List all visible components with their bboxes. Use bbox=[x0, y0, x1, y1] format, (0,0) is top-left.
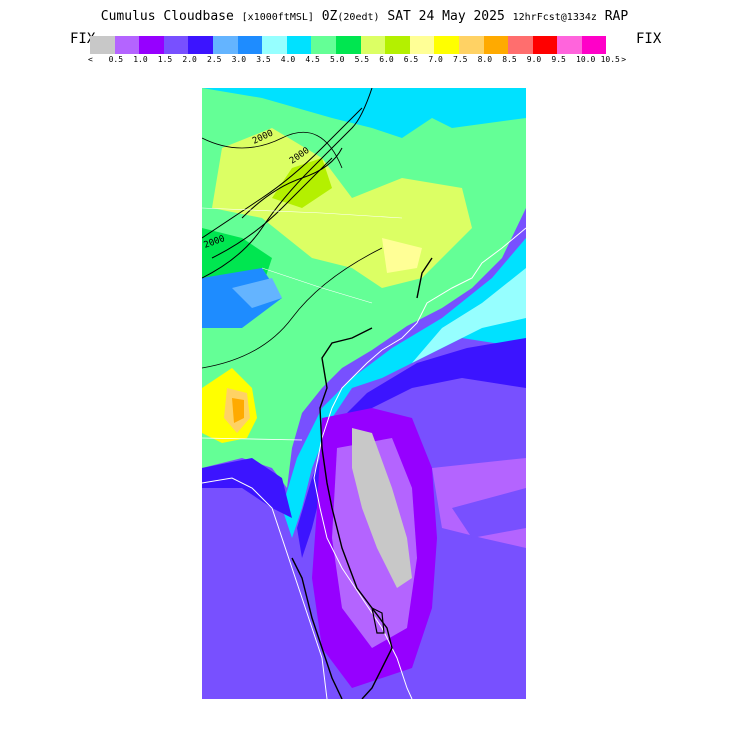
scale-swatch bbox=[581, 36, 607, 54]
zone-cyan-north bbox=[202, 88, 526, 138]
gulf-coastline bbox=[202, 477, 328, 699]
contour-line-5 bbox=[202, 131, 343, 169]
color-scale-bar bbox=[90, 36, 607, 54]
scale-tick-label: 4.5 bbox=[305, 55, 320, 64]
scale-tick-label: 8.5 bbox=[502, 55, 517, 64]
scale-swatch bbox=[483, 36, 509, 54]
scale-swatch bbox=[262, 36, 287, 54]
state-border-2 bbox=[202, 207, 403, 219]
zone-gray-core bbox=[352, 428, 412, 588]
scale-tick-label: 7.0 bbox=[428, 55, 443, 64]
scale-swatch bbox=[163, 36, 189, 54]
scale-tick-label: 9.5 bbox=[551, 55, 566, 64]
zone-florida-lightpurple bbox=[332, 438, 417, 648]
scale-tick-label: 4.0 bbox=[280, 55, 296, 64]
scale-tick-label: 10.5 bbox=[600, 55, 620, 64]
scale-tick-label: 6.0 bbox=[379, 55, 394, 64]
scale-swatch bbox=[139, 36, 164, 54]
scale-tick-label: 8.0 bbox=[477, 55, 493, 64]
zone-pale-yellow bbox=[382, 238, 422, 273]
scale-swatch bbox=[212, 36, 238, 54]
map-title: Cumulus Cloudbase [x1000ftMSL] 0Z(20edt)… bbox=[0, 9, 729, 24]
scale-tick-label: 7.5 bbox=[453, 55, 468, 64]
scale-tick-label: 2.5 bbox=[207, 55, 222, 64]
scale-swatch bbox=[188, 36, 213, 54]
scale-tick-label: 1.5 bbox=[157, 55, 173, 64]
scale-tick-label: 9.0 bbox=[526, 55, 542, 64]
scale-swatch bbox=[409, 36, 435, 54]
title-model: RAP bbox=[604, 9, 629, 24]
scale-swatch bbox=[557, 36, 582, 54]
scale-tick-label: 6.5 bbox=[403, 55, 419, 64]
title-product: Cumulus Cloudbase bbox=[100, 9, 234, 24]
scale-swatch bbox=[286, 36, 312, 54]
title-valid: 0Z bbox=[321, 9, 338, 24]
scale-tick-label: 2.0 bbox=[182, 55, 197, 64]
scale-tick-label: 10.0 bbox=[576, 55, 596, 64]
title-units: [x1000ftMSL] bbox=[241, 12, 314, 23]
boundary-line-north bbox=[416, 257, 433, 299]
scale-tick-label: 0.5 bbox=[108, 55, 124, 64]
scale-swatch bbox=[434, 36, 459, 54]
scale-swatch bbox=[114, 36, 140, 54]
weather-map: 2000 2000 2000 bbox=[202, 88, 526, 699]
state-border-1 bbox=[202, 437, 303, 441]
scale-tick-label: 3.0 bbox=[231, 55, 247, 64]
contour-line-2 bbox=[202, 107, 363, 239]
zone-coastal-lightcyan bbox=[412, 268, 526, 363]
title-local: (20edt) bbox=[337, 12, 380, 23]
forecast-boundary-line bbox=[319, 327, 393, 699]
zone-gulf bbox=[202, 478, 332, 699]
scale-left-arrow: < bbox=[88, 55, 93, 64]
scale-tick-label: 5.5 bbox=[354, 55, 370, 64]
state-border-3 bbox=[261, 267, 373, 304]
zone-coastal-cyan bbox=[282, 238, 526, 538]
zone-dark-blue bbox=[297, 338, 526, 558]
scale-swatch bbox=[237, 36, 263, 54]
lake-okeechobee-outline bbox=[371, 606, 385, 634]
title-forecast: 12hrFcst@1334z bbox=[512, 12, 597, 23]
scale-tick-label: 1.0 bbox=[133, 55, 148, 64]
atlantic-coastline bbox=[313, 227, 526, 699]
title-date: SAT 24 May 2025 bbox=[387, 9, 505, 24]
fix-left-label: FIX bbox=[70, 31, 96, 47]
scale-swatch bbox=[385, 36, 410, 54]
scale-tick-label: 5.0 bbox=[330, 55, 345, 64]
scale-tick-label: 3.5 bbox=[256, 55, 271, 64]
scale-right-arrow: > bbox=[621, 55, 627, 64]
scale-swatch bbox=[360, 36, 386, 54]
zone-orange bbox=[232, 398, 244, 423]
zone-light-blue bbox=[232, 278, 282, 308]
scale-swatch bbox=[458, 36, 484, 54]
boundary-line-gulf bbox=[291, 557, 343, 699]
contour-line-3 bbox=[211, 157, 333, 259]
color-scale-ticks: <0.5 1.0 1.5 2.0 2.5 3.0 3.5 4.0 4.5 5.0 5.5 6.0 6.5… bbox=[80, 55, 650, 67]
contour-line-4 bbox=[241, 147, 343, 219]
map-canvas: 2000 2000 2000 bbox=[202, 88, 526, 699]
scale-swatch bbox=[508, 36, 533, 54]
scale-swatch bbox=[335, 36, 361, 54]
fix-right-label: FIX bbox=[636, 31, 662, 47]
scale-swatch bbox=[532, 36, 558, 54]
zone-gulf-blue bbox=[202, 458, 292, 518]
contour-line-1 bbox=[202, 88, 373, 279]
contour-line-6 bbox=[202, 247, 383, 369]
zone-east-purple bbox=[452, 488, 526, 538]
scale-swatch bbox=[90, 36, 115, 54]
scale-swatch bbox=[311, 36, 336, 54]
